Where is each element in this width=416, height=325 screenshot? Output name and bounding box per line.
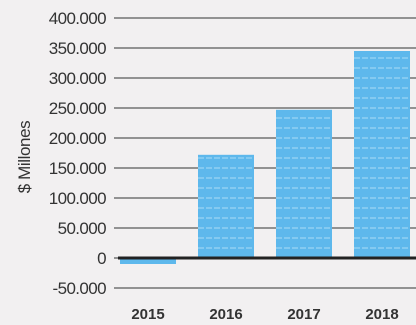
y-tick-label: 50.000 [58,219,107,238]
y-tick-label: 400.000 [49,9,106,28]
y-tick-label: 0 [97,249,106,268]
x-tick-label: 2015 [131,306,164,323]
bar [198,154,254,258]
x-tick-labels: 2015 2016 2017 2018 [131,306,398,323]
y-tick-label: -50.000 [53,279,107,298]
y-tick-label: 200.000 [49,129,106,148]
bar-2018 [354,51,410,258]
bar [276,109,332,258]
y-tick-label: 250.000 [49,99,106,118]
bar-2017 [276,109,332,258]
bars [120,51,410,264]
bar-2015 [120,258,176,264]
y-tick-labels: 400.000 350.000 300.000 250.000 200.000 150.0… [49,9,107,298]
bar [120,258,176,264]
x-tick-label: 2016 [209,306,242,323]
bar-2016 [198,154,254,258]
x-tick-label: 2018 [365,306,398,323]
bar [354,51,410,258]
y-axis-label: $ Millones [15,121,34,194]
y-tick-label: 350.000 [49,39,106,58]
y-tick-label: 100.000 [49,189,106,208]
y-tick-label: 150.000 [49,159,106,178]
x-tick-label: 2017 [287,306,320,323]
y-tick-label: 300.000 [49,69,106,88]
